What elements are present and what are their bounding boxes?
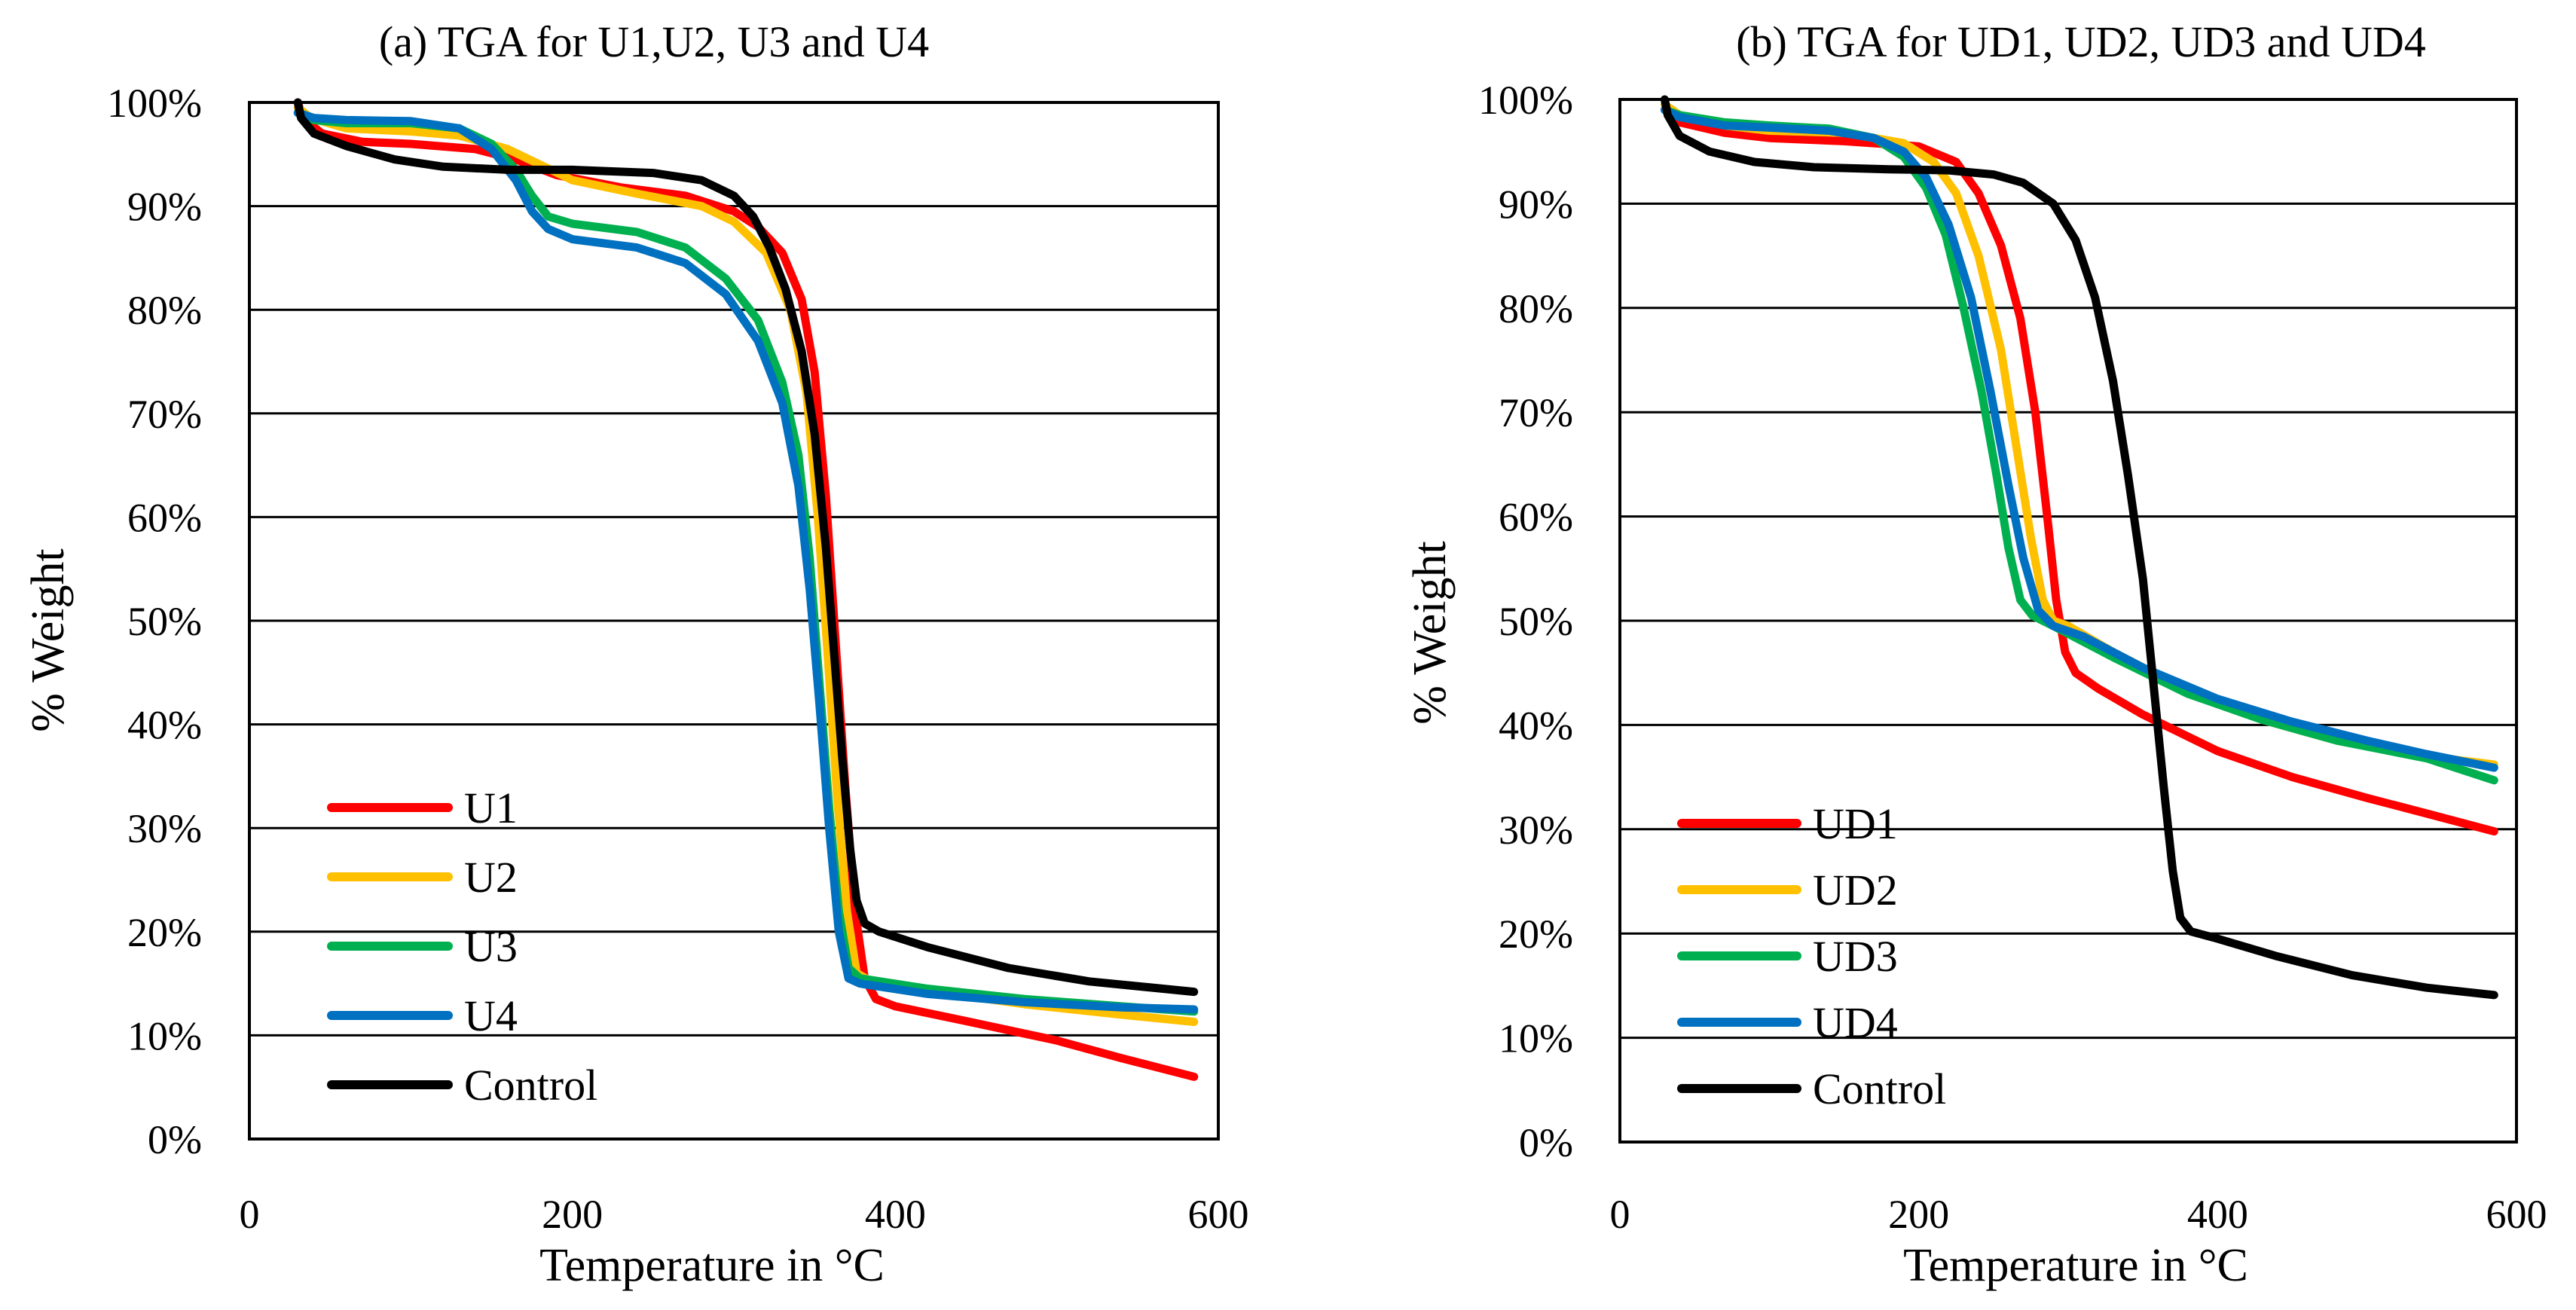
chart-b-y-tick-label: 40% <box>1499 703 1573 748</box>
chart-a-y-tick-label: 30% <box>127 806 202 851</box>
chart-a-x-tick-label: 600 <box>1188 1192 1249 1237</box>
chart-b-legend-label-ud2: UD2 <box>1813 866 1898 915</box>
chart-b-series-ud4-line <box>1661 105 2498 772</box>
chart-a-title: (a) TGA for U1,U2, U3 and U4 <box>379 17 929 66</box>
chart-a-y-tick-label: 60% <box>127 495 202 540</box>
chart-b-legend-label-ud4: UD4 <box>1813 998 1898 1047</box>
chart-b-y-tick-label: 100% <box>1478 78 1573 123</box>
chart-a-y-tick-label: 100% <box>107 81 202 126</box>
chart-b-x-tick-label: 400 <box>2187 1192 2248 1237</box>
chart-b-y-tick-label: 0% <box>1519 1120 1573 1165</box>
chart-a-x-tick-label: 0 <box>240 1192 260 1237</box>
chart-a-y-tick-label: 50% <box>127 599 202 644</box>
chart-a-y-axis-label: % Weight <box>23 548 74 732</box>
chart-b-y-tick-label: 20% <box>1499 912 1573 957</box>
chart-panel-a: (a) TGA for U1,U2, U3 and U4 0% 10% 20% 30%… <box>23 17 1249 1291</box>
chart-a-series-control-line <box>293 98 1199 997</box>
chart-a-legend-label-u4: U4 <box>464 991 518 1040</box>
chart-a-series-u1-line <box>293 98 1199 1081</box>
chart-b-plot-frame <box>1618 98 2518 1144</box>
chart-b-x-tick-label: 200 <box>1888 1192 1949 1237</box>
chart-a-plot-frame <box>248 101 1220 1141</box>
chart-b-legend-label-control: Control <box>1813 1064 1946 1113</box>
chart-a-y-tick-label: 70% <box>127 392 202 437</box>
chart-panel-b: (b) TGA for UD1, UD2, UD3 and UD4 0% 10% 2… <box>1404 17 2547 1291</box>
chart-b-y-tick-label: 30% <box>1499 808 1573 853</box>
chart-b-y-tick-label: 60% <box>1499 495 1573 540</box>
chart-b-x-tick-label: 600 <box>2486 1192 2547 1237</box>
chart-a-legend-label-control: Control <box>464 1061 597 1110</box>
chart-a-series-u4-line <box>293 108 1199 1014</box>
chart-a-y-tick-label: 0% <box>148 1117 202 1162</box>
chart-b-title: (b) TGA for UD1, UD2, UD3 and UD4 <box>1736 17 2426 66</box>
chart-b-legend-label-ud1: UD1 <box>1813 799 1898 848</box>
chart-b-y-tick-label: 80% <box>1499 286 1573 331</box>
chart-a-x-axis-label: Temperature in °C <box>539 1240 885 1291</box>
chart-a-y-tick-label: 10% <box>127 1013 202 1058</box>
chart-b-x-tick-label: 0 <box>1610 1192 1630 1237</box>
chart-b-y-tick-label: 70% <box>1499 390 1573 435</box>
chart-a-y-tick-label: 40% <box>127 703 202 748</box>
chart-a-legend-label-u1: U1 <box>464 783 518 832</box>
chart-b-series-ud1-line <box>1661 105 2498 836</box>
chart-b-y-tick-label: 90% <box>1499 182 1573 227</box>
chart-a-y-tick-label: 20% <box>127 910 202 955</box>
chart-b-y-tick-label: 50% <box>1499 599 1573 644</box>
chart-b-y-axis-label: % Weight <box>1404 541 1456 725</box>
chart-a-y-tick-label: 80% <box>127 288 202 333</box>
chart-a-x-tick-label: 400 <box>865 1192 926 1237</box>
chart-b-series-control-line <box>1661 95 2498 1000</box>
chart-b-y-tick-label: 10% <box>1499 1016 1573 1061</box>
chart-b-legend-label-ud3: UD3 <box>1813 932 1898 981</box>
chart-a-series-u2-line <box>293 103 1199 1026</box>
chart-b-x-axis-label: Temperature in °C <box>1903 1240 2248 1291</box>
chart-a-y-tick-label: 90% <box>127 185 202 230</box>
chart-a-legend-label-u2: U2 <box>464 853 518 902</box>
chart-a-legend-label-u3: U3 <box>464 922 518 971</box>
chart-a-x-tick-label: 200 <box>542 1192 603 1237</box>
